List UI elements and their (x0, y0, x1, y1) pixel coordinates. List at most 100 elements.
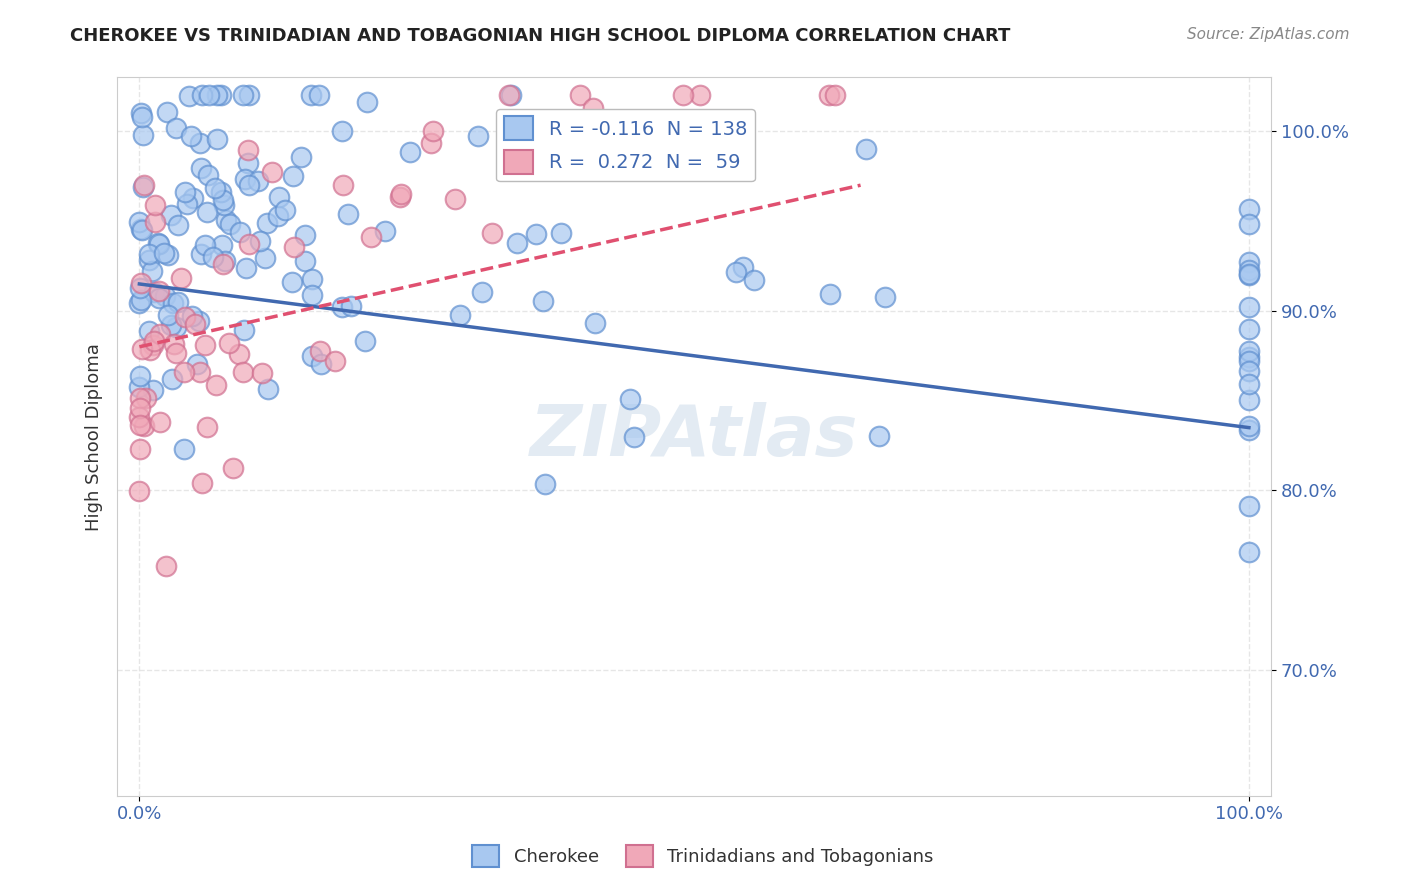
Point (148, 237, 170, 252)
Point (188, 314, 211, 328)
Point (581, 101, 603, 115)
Point (184, 317, 207, 331)
Point (165, 121, 187, 136)
Point (195, 419, 218, 434)
Point (190, 161, 212, 176)
Point (159, 209, 181, 223)
Point (294, 253, 316, 268)
Point (232, 88, 254, 103)
Point (467, 128, 489, 143)
Point (190, 247, 212, 261)
Point (733, 260, 755, 275)
Point (128, 418, 150, 433)
Point (131, 180, 153, 194)
Point (155, 289, 177, 303)
Point (128, 442, 150, 456)
Point (212, 193, 235, 207)
Point (197, 169, 219, 183)
Point (1237, 255, 1260, 269)
Point (139, 343, 162, 357)
Text: CHEROKEE VS TRINIDADIAN AND TOBAGONIAN HIGH SCHOOL DIPLOMA CORRELATION CHART: CHEROKEE VS TRINIDADIAN AND TOBAGONIAN H… (70, 27, 1011, 45)
Point (191, 475, 214, 490)
Point (301, 272, 323, 286)
Point (135, 392, 157, 406)
Point (256, 216, 278, 230)
Point (257, 382, 280, 396)
Point (195, 204, 218, 219)
Point (236, 143, 259, 157)
Point (132, 178, 155, 192)
Point (623, 430, 645, 444)
Point (131, 342, 153, 356)
Point (308, 88, 330, 103)
Point (1237, 263, 1260, 277)
Point (1237, 545, 1260, 559)
Point (603, 155, 626, 169)
Point (1237, 354, 1260, 368)
Point (238, 178, 260, 192)
Point (162, 296, 184, 310)
Point (374, 224, 396, 238)
Point (173, 310, 195, 324)
Point (330, 301, 353, 315)
Point (824, 88, 846, 103)
Point (186, 357, 208, 371)
Point (138, 247, 160, 261)
Point (724, 264, 747, 278)
Point (1237, 267, 1260, 281)
Point (543, 137, 565, 152)
Point (356, 95, 378, 110)
Point (619, 392, 641, 406)
Point (190, 365, 212, 379)
Point (148, 415, 170, 429)
Point (233, 172, 256, 186)
Point (1237, 300, 1260, 314)
Point (252, 367, 274, 381)
Point (162, 371, 184, 385)
Point (1237, 423, 1260, 437)
Point (1237, 268, 1260, 283)
Point (689, 88, 711, 103)
Point (501, 88, 523, 103)
Point (524, 227, 547, 242)
Point (260, 165, 283, 179)
Text: Source: ZipAtlas.com: Source: ZipAtlas.com (1187, 27, 1350, 42)
Point (204, 180, 226, 194)
Point (672, 88, 695, 103)
Point (166, 346, 188, 360)
Point (301, 349, 323, 363)
Point (336, 207, 359, 221)
Legend: Cherokee, Trinidadians and Tobagonians: Cherokee, Trinidadians and Tobagonians (465, 838, 941, 874)
Point (817, 88, 839, 103)
Point (742, 273, 765, 287)
Point (583, 317, 606, 331)
Point (238, 237, 260, 252)
Point (534, 477, 557, 491)
Point (173, 185, 195, 199)
Point (128, 215, 150, 229)
Point (211, 238, 233, 252)
Point (180, 129, 202, 144)
Point (422, 123, 444, 137)
Point (214, 253, 236, 268)
Point (142, 383, 165, 397)
Point (309, 344, 332, 359)
Point (156, 248, 179, 262)
Point (235, 260, 257, 275)
Point (389, 186, 412, 201)
Point (128, 401, 150, 416)
Point (194, 237, 217, 252)
Point (128, 296, 150, 310)
Point (138, 324, 160, 338)
Point (207, 132, 229, 146)
Point (218, 335, 240, 350)
Point (875, 290, 897, 304)
Point (148, 291, 170, 305)
Point (360, 230, 382, 244)
Point (143, 215, 166, 229)
Point (215, 212, 238, 227)
Point (1237, 202, 1260, 216)
Point (181, 191, 204, 205)
Point (274, 203, 297, 218)
Point (176, 197, 198, 211)
